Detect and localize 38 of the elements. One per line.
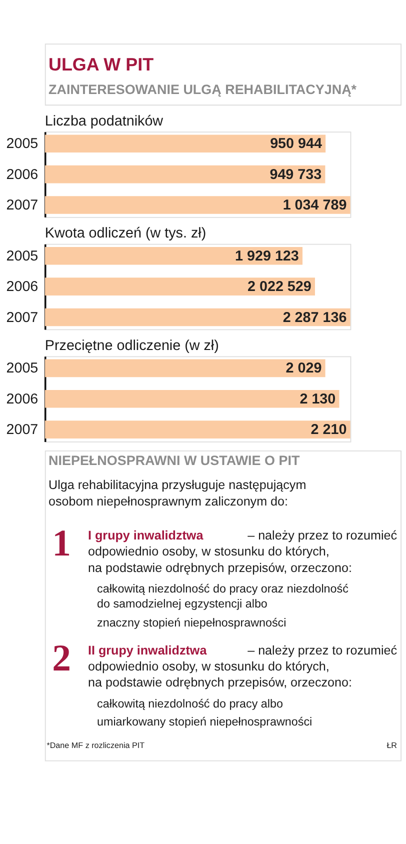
data-label: 2 029 <box>286 360 322 377</box>
data-label: 1 034 789 <box>282 197 347 214</box>
text: odpowiednio osoby, w stosunku do których, na podstawie odrębnych przepisów, orzeczono: <box>88 544 352 575</box>
text: – należy przez to rozumieć <box>248 643 398 658</box>
text: I grupy inwalidztwa <box>88 528 204 542</box>
y-tick-label: 2007 <box>6 197 38 214</box>
y-tick-label: 2006 <box>6 391 38 408</box>
chart-title: Przeciętne odliczenie (w zł) <box>44 338 219 354</box>
data-label: 1 929 123 <box>235 248 299 264</box>
text: *Dane MF z rozliczenia PIT <box>46 740 145 750</box>
y-tick-label: 2005 <box>6 360 38 377</box>
text: II grupy inwalidztwa <box>88 643 208 658</box>
data-label: 950 944 <box>270 136 322 152</box>
text: umiarkowany stopień niepełnosprawności <box>97 715 312 728</box>
data-label: 949 733 <box>270 166 322 183</box>
text: Ulga rehabilitacyjna przysługuje następującym osobom niepełnosprawnym zaliczonym do: <box>48 478 306 508</box>
text: znaczny stopień niepełnosprawności <box>97 616 286 630</box>
text: 2 <box>52 638 71 680</box>
text: 1 <box>52 522 71 565</box>
y-tick-label: 2006 <box>6 279 38 296</box>
chart-title: Liczba podatników <box>44 113 164 130</box>
data-label: 2 287 136 <box>282 310 347 326</box>
y-tick-label: 2006 <box>6 166 38 183</box>
text: ULGA W PIT <box>48 54 154 75</box>
text: ZAINTERESOWANIE ULGĄ REHABILITACYJNĄ* <box>48 82 358 97</box>
y-tick-label: 2005 <box>6 248 38 264</box>
y-tick-label: 2005 <box>6 136 38 152</box>
text: całkowitą niezdolność do pracy albo <box>97 697 283 710</box>
chart-title: Kwota odliczeń (w tys. zł) <box>44 226 206 242</box>
text: odpowiednio osoby, w stosunku do których, na podstawie odrębnych przepisów, orzeczono: <box>88 660 352 690</box>
text: – należy przez to rozumieć <box>248 528 398 542</box>
y-tick-label: 2007 <box>6 422 38 438</box>
text: NIEPEŁNOSPRAWNI W USTAWIE O PIT <box>48 452 300 468</box>
y-tick-label: 2007 <box>6 310 38 326</box>
data-label: 2 022 529 <box>247 279 312 296</box>
data-label: 2 210 <box>310 422 347 438</box>
text: ŁR <box>386 740 398 750</box>
data-label: 2 130 <box>300 391 336 408</box>
